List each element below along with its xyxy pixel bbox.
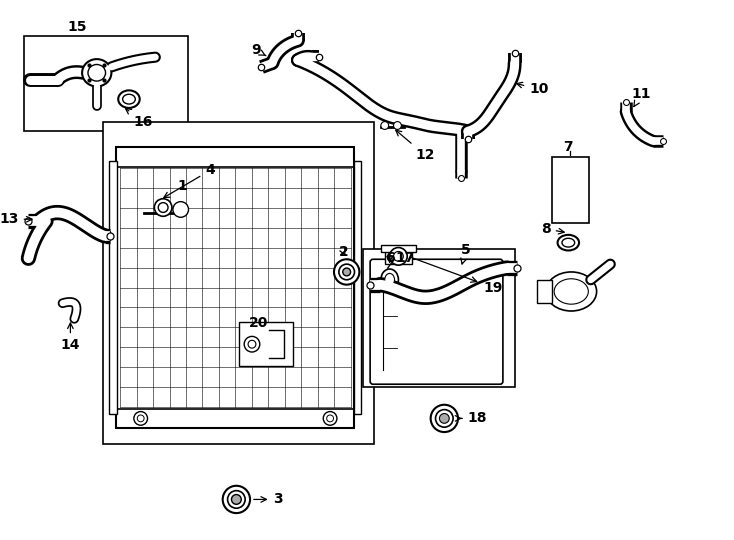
Bar [381,245,416,252]
Text: 17: 17 [396,251,415,265]
Ellipse shape [381,269,399,291]
Text: 8: 8 [541,222,564,236]
Circle shape [334,259,360,285]
Text: 9: 9 [251,43,266,57]
Circle shape [244,336,260,352]
Text: 13: 13 [0,212,32,226]
Text: 6: 6 [385,251,394,265]
Text: 4: 4 [164,164,215,198]
Circle shape [390,247,407,265]
Circle shape [435,410,453,427]
Ellipse shape [554,279,589,304]
Bar [363,248,515,387]
Text: 11: 11 [632,87,651,107]
Bar [23,36,188,131]
Text: 16: 16 [126,109,153,129]
Text: 18: 18 [455,411,487,426]
Ellipse shape [123,94,135,104]
Text: 1: 1 [178,179,188,193]
Bar [103,122,374,444]
Bar [239,322,293,366]
Circle shape [327,415,333,422]
Bar [116,147,355,428]
Circle shape [381,122,389,130]
Circle shape [393,122,401,130]
Circle shape [248,340,256,348]
Text: 5: 5 [461,244,470,264]
Text: 3: 3 [254,492,283,507]
Bar [109,161,117,415]
Ellipse shape [118,90,139,108]
Text: 14: 14 [61,323,80,352]
Text: 7: 7 [564,140,573,154]
Text: 12: 12 [396,130,435,162]
Ellipse shape [546,272,597,311]
Circle shape [137,415,144,422]
Circle shape [343,268,351,276]
Bar [354,161,361,415]
Ellipse shape [88,64,106,81]
Circle shape [228,491,245,508]
Bar [537,280,552,303]
Circle shape [440,414,449,423]
Circle shape [323,411,337,425]
Ellipse shape [558,235,579,251]
Text: 20: 20 [249,315,269,329]
Circle shape [431,405,458,432]
Ellipse shape [82,59,112,86]
Text: 15: 15 [68,20,87,34]
Circle shape [154,199,172,217]
Ellipse shape [562,238,575,247]
Circle shape [393,252,403,261]
Ellipse shape [385,273,395,286]
Circle shape [222,486,250,513]
Bar [385,251,412,264]
Circle shape [134,411,148,425]
Text: 2: 2 [339,245,349,259]
FancyBboxPatch shape [370,259,503,384]
Text: 19: 19 [411,257,503,295]
Text: 10: 10 [517,82,548,96]
Circle shape [173,201,189,217]
Bar [552,157,589,223]
Circle shape [339,264,355,280]
Circle shape [231,495,241,504]
Circle shape [159,202,168,212]
